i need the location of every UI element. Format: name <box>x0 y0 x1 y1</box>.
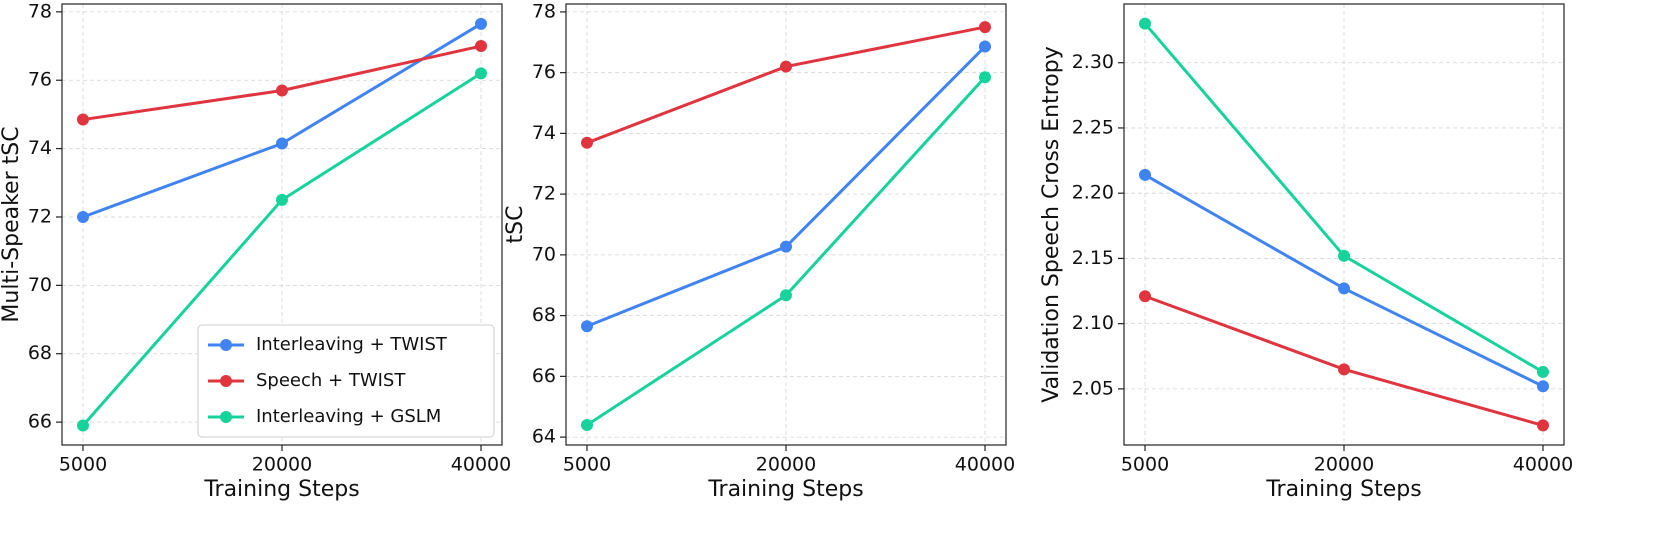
point <box>1537 419 1549 432</box>
point <box>1139 290 1151 303</box>
legend-label: Interleaving + GSLM <box>256 406 441 427</box>
x-tick-label: 40000 <box>955 454 1015 476</box>
x-axis-title: Training Steps <box>1265 477 1421 502</box>
point <box>1139 17 1151 30</box>
y-tick-label: 66 <box>532 365 556 387</box>
point <box>475 40 487 53</box>
y-tick-label: 68 <box>532 304 556 326</box>
y-tick-label: 74 <box>532 122 556 144</box>
y-tick-label: 70 <box>28 274 52 296</box>
y-tick-label: 72 <box>532 183 556 205</box>
point <box>1537 380 1549 393</box>
point <box>1338 282 1350 295</box>
x-tick-label: 20000 <box>252 454 312 476</box>
x-tick-label: 40000 <box>451 454 511 476</box>
point <box>276 84 288 97</box>
x-tick-label: 5000 <box>1121 454 1169 476</box>
y-tick-label: 76 <box>28 69 52 91</box>
y-tick-label: 2.05 <box>1072 377 1114 399</box>
y-tick-label: 72 <box>28 205 52 227</box>
point <box>780 240 792 253</box>
point <box>581 418 593 431</box>
plot-frame <box>565 3 1007 446</box>
point <box>1139 168 1151 181</box>
legend-marker <box>220 411 232 423</box>
y-tick-label: 74 <box>28 137 52 159</box>
point <box>276 193 288 206</box>
y-tick-label: 70 <box>532 243 556 265</box>
y-tick-label: 2.20 <box>1072 182 1114 204</box>
point <box>780 289 792 302</box>
point <box>979 71 991 84</box>
legend-label: Interleaving + TWIST <box>256 334 448 355</box>
point <box>979 40 991 53</box>
legend-marker <box>220 339 232 351</box>
y-tick-label: 66 <box>28 411 52 433</box>
x-axis-title: Training Steps <box>203 477 359 502</box>
point <box>77 210 89 223</box>
point <box>276 137 288 150</box>
x-tick-label: 5000 <box>59 454 107 476</box>
point <box>1537 365 1549 378</box>
point <box>780 60 792 73</box>
x-tick-label: 40000 <box>1513 454 1573 476</box>
point <box>581 320 593 333</box>
y-axis-title: tSC <box>503 206 528 244</box>
point <box>1338 249 1350 262</box>
x-tick-label: 20000 <box>1314 454 1374 476</box>
point <box>581 136 593 149</box>
point <box>77 113 89 126</box>
y-tick-label: 2.10 <box>1072 312 1114 334</box>
y-tick-label: 2.30 <box>1072 51 1114 73</box>
y-tick-label: 68 <box>28 342 52 364</box>
point <box>979 21 991 34</box>
plot-frame <box>1123 3 1565 446</box>
legend: Interleaving + TWIST Speech + TWIST Interl… <box>197 324 495 438</box>
x-axis-title: Training Steps <box>707 477 863 502</box>
point <box>475 17 487 30</box>
y-tick-label: 64 <box>532 426 556 448</box>
y-axis-title: Validation Speech Cross Entropy <box>1039 46 1064 402</box>
y-tick-label: 2.15 <box>1072 247 1114 269</box>
y-tick-label: 78 <box>532 0 556 22</box>
y-tick-label: 78 <box>28 0 52 22</box>
point <box>77 419 89 432</box>
y-tick-label: 2.25 <box>1072 116 1114 138</box>
plot-frame <box>61 3 503 446</box>
point <box>1338 363 1350 376</box>
x-tick-label: 5000 <box>563 454 611 476</box>
legend-box <box>197 324 495 438</box>
x-tick-label: 20000 <box>756 454 816 476</box>
legend-label: Speech + TWIST <box>256 370 406 391</box>
y-axis-title: Multi-Speaker tSC <box>0 126 24 322</box>
legend-marker <box>220 375 232 387</box>
y-tick-label: 76 <box>532 61 556 83</box>
point <box>475 67 487 80</box>
